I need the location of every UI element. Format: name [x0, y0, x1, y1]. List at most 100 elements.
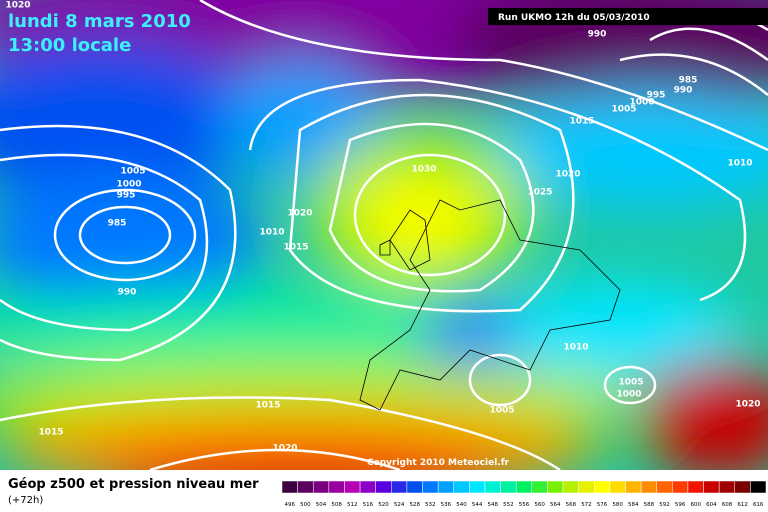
coastline: [359, 199, 621, 411]
isobar-label: 1005: [489, 406, 514, 416]
color-scale: 496 500 504 508 512 516 520 524 528 532 536 540 544 5…: [281, 480, 767, 508]
scale-swatch: [750, 480, 767, 494]
scale-label: 572: [581, 502, 592, 508]
scale-label: 588: [644, 502, 655, 508]
run-label: Run UKMO 12h du 05/03/2010: [498, 13, 650, 23]
scale-label: 500: [300, 502, 311, 508]
scale-label: 536: [441, 502, 452, 508]
isobar-label: 985: [679, 76, 698, 86]
isobar-label: 995: [647, 91, 666, 101]
run-box: [488, 8, 768, 25]
scale-label: 592: [659, 502, 670, 508]
scale-swatch: [453, 480, 470, 494]
isobar-label: 1015: [38, 428, 63, 438]
scale-swatch: [547, 480, 564, 494]
isobar-label: 1020: [287, 209, 312, 219]
scale-swatch: [391, 480, 408, 494]
scale-label: 508: [331, 502, 342, 508]
isobar-label: 1020: [272, 444, 297, 454]
scale-swatch: [500, 480, 517, 494]
isobar-label: 985: [108, 219, 127, 229]
scale-swatch: [281, 480, 298, 494]
isobar-label: 1000: [116, 180, 141, 190]
scale-label: 604: [706, 502, 717, 508]
scale-label: 496: [285, 502, 296, 508]
isobar-label: 1005: [120, 167, 145, 177]
scale-swatch: [515, 480, 533, 494]
scale-label: 564: [550, 502, 561, 508]
scale-label: 596: [675, 502, 686, 508]
footer-title: Géop z500 et pression niveau mer: [8, 477, 259, 492]
isobar-label: 1010: [563, 343, 588, 353]
scale-label: 532: [425, 502, 436, 508]
scale-label: 608: [722, 502, 733, 508]
isobar-label: 1000: [616, 390, 641, 400]
scale-label: 516: [363, 502, 374, 508]
scale-label: 580: [612, 502, 623, 508]
scale-label: 528: [409, 502, 420, 508]
isobar-label: 1020: [555, 170, 580, 180]
scale-swatch: [328, 480, 345, 494]
scale-swatch: [672, 480, 689, 494]
scale-swatch: [406, 480, 423, 494]
scale-swatch: [594, 480, 611, 494]
scale-label: 548: [488, 502, 499, 508]
scale-swatch: [422, 480, 439, 494]
scale-label: 556: [519, 502, 530, 508]
scale-swatch: [562, 480, 579, 494]
scale-swatch: [656, 480, 673, 494]
scale-swatch: [437, 480, 454, 494]
scale-label: 520: [378, 502, 389, 508]
isobar-label: 1005: [618, 378, 643, 388]
scale-label: 576: [597, 502, 608, 508]
isobar-label: 1005: [611, 105, 636, 115]
isobar-label: 990: [118, 288, 137, 298]
scale-label: 600: [690, 502, 701, 508]
time-label: 13:00 locale: [8, 35, 131, 56]
scale-swatch: [609, 480, 626, 494]
scale-label: 584: [628, 502, 639, 508]
scale-label: 612: [737, 502, 748, 508]
scale-label: 616: [753, 502, 764, 508]
isobar-label: 1010: [259, 228, 284, 238]
scale-swatch: [469, 480, 486, 494]
scale-label: 568: [566, 502, 577, 508]
scale-swatch: [703, 480, 720, 494]
isobar-label: 1030: [411, 165, 436, 175]
scale-label: 504: [316, 502, 327, 508]
scale-swatch: [687, 480, 704, 494]
isobar-label: 990: [588, 30, 607, 40]
scale-swatch: [625, 480, 642, 494]
scale-label: 524: [394, 502, 405, 508]
scale-swatch: [312, 480, 330, 494]
scale-swatch: [297, 480, 314, 494]
scale-label: 544: [472, 502, 483, 508]
scale-label: 560: [534, 502, 545, 508]
date-label: lundi 8 mars 2010: [8, 11, 191, 32]
scale-swatch: [531, 480, 548, 494]
isobar-label: 995: [117, 191, 136, 201]
footer-lead: (+72h): [8, 495, 43, 506]
isobar-labels: 1020990985990995100010051015101010051000…: [5, 1, 760, 454]
scale-swatch: [344, 480, 361, 494]
scale-label: 552: [503, 502, 514, 508]
scale-swatch: [718, 480, 736, 494]
scale-swatch: [734, 480, 751, 494]
isobar-label: 1025: [527, 188, 552, 198]
isobar-label: 990: [674, 86, 693, 96]
isobar-label: 1020: [735, 400, 760, 410]
copyright: Copyright 2010 Meteociel.fr: [367, 458, 510, 468]
scale-swatch: [484, 480, 501, 494]
isobar-label: 1010: [727, 159, 752, 169]
scale-label: 540: [456, 502, 467, 508]
scale-swatch: [578, 480, 595, 494]
isobar-label: 1015: [569, 117, 594, 127]
isobar-lines: [0, 0, 768, 470]
scale-swatch: [640, 480, 657, 494]
scale-label: 512: [347, 502, 358, 508]
scale-swatch: [359, 480, 376, 494]
isobar-label: 1000: [629, 98, 654, 108]
scale-swatch: [375, 480, 392, 494]
